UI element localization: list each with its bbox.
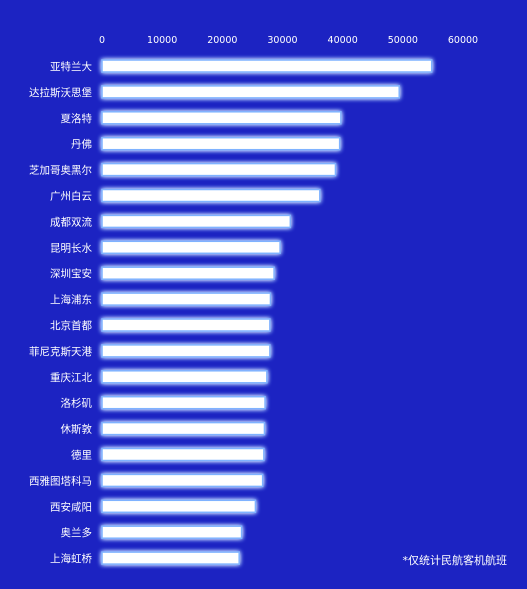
bar xyxy=(101,85,400,99)
bar xyxy=(101,318,271,332)
x-tick-label: 60000 xyxy=(448,35,478,46)
x-axis: 0 10000 20000 30000 40000 50000 60000 xyxy=(99,35,478,46)
bar xyxy=(101,421,266,436)
x-tick-label: 0 xyxy=(99,35,105,46)
category-labels: 亚特兰大达拉斯沃思堡夏洛特丹佛芝加哥奥黑尔广州白云成都双流昆明长水深圳宝安上海浦… xyxy=(29,60,92,565)
category-label: 上海浦东 xyxy=(50,293,92,306)
category-label: 西雅图塔科马 xyxy=(29,474,92,487)
category-label: 德里 xyxy=(71,449,92,462)
bar xyxy=(101,188,321,203)
bar xyxy=(101,214,292,229)
category-label: 西安咸阳 xyxy=(50,500,92,513)
category-label: 广州白云 xyxy=(50,190,92,203)
category-label: 深圳宝安 xyxy=(50,267,92,280)
category-label: 成都双流 xyxy=(50,215,92,228)
bar xyxy=(101,136,341,151)
bar xyxy=(101,370,268,384)
bar xyxy=(101,266,275,280)
bar xyxy=(101,59,433,73)
bar xyxy=(101,525,243,539)
x-tick-label: 40000 xyxy=(328,35,358,46)
bar xyxy=(101,499,257,514)
bar xyxy=(101,162,337,177)
category-label: 洛杉矶 xyxy=(61,397,93,410)
category-label: 奥兰多 xyxy=(61,526,93,539)
bars xyxy=(101,59,433,565)
bar xyxy=(101,551,240,565)
x-tick-label: 20000 xyxy=(207,35,237,46)
category-label: 夏洛特 xyxy=(61,112,93,125)
bar xyxy=(101,395,266,410)
bar xyxy=(101,292,272,306)
category-label: 达拉斯沃思堡 xyxy=(29,86,92,99)
category-label: 芝加哥奥黑尔 xyxy=(29,164,92,177)
category-label: 休斯敦 xyxy=(61,423,93,436)
bar xyxy=(101,240,281,255)
bar xyxy=(101,344,271,358)
category-label: 上海虹桥 xyxy=(50,552,92,565)
category-label: 丹佛 xyxy=(71,138,92,151)
x-tick-label: 10000 xyxy=(147,35,177,46)
category-label: 重庆江北 xyxy=(50,371,92,384)
category-label: 亚特兰大 xyxy=(50,60,92,73)
category-label: 菲尼克斯天港 xyxy=(29,345,92,358)
x-tick-label: 50000 xyxy=(388,35,418,46)
footnote: *仅统计民航客机航班 xyxy=(402,554,508,567)
bar xyxy=(101,473,264,488)
category-label: 昆明长水 xyxy=(50,242,92,254)
bar xyxy=(101,111,342,125)
bar xyxy=(101,447,265,462)
category-label: 北京首都 xyxy=(50,319,92,332)
x-tick-label: 30000 xyxy=(267,35,297,46)
